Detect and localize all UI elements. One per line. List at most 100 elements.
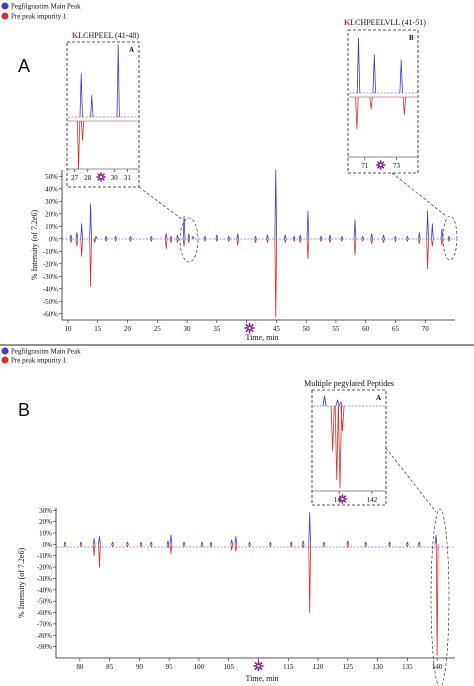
y-tick-label: 50% xyxy=(45,173,58,181)
main-peak xyxy=(248,541,251,545)
inset-a-b-title-k: K xyxy=(344,18,351,27)
chart-a-impurity-series xyxy=(69,238,451,318)
inset-a-b-title: KLCHPEELVLL (41-51) xyxy=(344,18,426,27)
chart-a-xlabel: Time, min xyxy=(245,333,278,342)
chart-b: 30% 20% 10% 0% -10% -20% -30% -40% -50% -60% -70% -… xyxy=(17,507,455,683)
impurity-peak xyxy=(164,238,168,250)
inset-a-a: KLCHPEEL (41-48) A 27 28 30 31 xyxy=(66,31,140,188)
impurity-peak xyxy=(203,238,207,242)
zoom-ellipse-c xyxy=(430,508,450,686)
y-tick-label: -40% xyxy=(37,586,52,594)
inset-main-peak xyxy=(372,54,377,94)
impurity-peak xyxy=(169,238,173,243)
impurity-peak xyxy=(234,544,238,552)
impurity-peak xyxy=(150,238,153,242)
main-peak xyxy=(129,235,132,239)
legend-a-main-swatch xyxy=(1,2,9,10)
inset-a-a-title-rest: LCHPEEL (41-48) xyxy=(78,31,139,40)
y-tick-label: -60% xyxy=(43,310,58,318)
impurity-peak xyxy=(230,544,233,551)
impurity-peak xyxy=(236,238,239,246)
impurity-peak xyxy=(80,238,83,257)
main-peak xyxy=(340,235,344,239)
chart-a-yticks: 50% 40% 30% 20% 10% 0% -10% -20% -30% -40% -50% -60… xyxy=(43,173,62,318)
main-peak xyxy=(353,219,357,239)
main-peak xyxy=(182,541,186,545)
main-peak xyxy=(126,541,129,545)
inset-a-a-label: A xyxy=(129,46,134,54)
impurity-peak xyxy=(182,238,186,247)
impurity-peak xyxy=(361,238,364,242)
impurity-peak xyxy=(308,544,311,613)
main-peak xyxy=(230,539,233,545)
marker-asterisk-center xyxy=(257,664,260,668)
impurity-peak xyxy=(306,238,310,260)
impurity-peak xyxy=(215,238,219,242)
main-peak xyxy=(200,541,204,545)
main-peak xyxy=(308,512,311,545)
main-peak xyxy=(319,235,323,239)
chart-b-ylabel: % Intensity (of 7.2e6) xyxy=(17,548,26,619)
main-peak xyxy=(139,541,143,545)
main-peak xyxy=(176,234,179,239)
y-tick-label: -90% xyxy=(37,643,52,651)
chart-b-yticks: 30% 20% 10% 0% -10% -20% -30% -40% -50% -60% -70% -… xyxy=(37,507,56,651)
inset-x-tick-label: 27 xyxy=(71,174,79,182)
y-tick-label: -50% xyxy=(43,298,58,306)
main-peak xyxy=(227,235,231,239)
inset-impurity-peak xyxy=(340,405,345,431)
inset-a-a-series xyxy=(76,44,120,170)
marker-asterisk-center xyxy=(248,326,251,330)
main-peak xyxy=(182,215,186,239)
impurity-peak xyxy=(319,238,323,242)
impurity-peak xyxy=(388,544,391,548)
zoom-connector-b xyxy=(391,172,447,217)
main-peak xyxy=(169,235,173,239)
x-tick-label: 15 xyxy=(94,325,102,333)
main-peak xyxy=(215,234,219,239)
legend-a: Pegfilgrastim Main Peak Pre peak impurit… xyxy=(1,2,81,21)
chart-b-marker-asterisk xyxy=(253,660,264,672)
main-peak xyxy=(266,234,269,239)
x-tick-label: 70 xyxy=(422,325,430,333)
chart-b-impurity-series xyxy=(63,544,439,657)
x-tick-label: 105 xyxy=(223,663,234,671)
inset-x-tick-label: 142 xyxy=(367,496,378,504)
main-peak xyxy=(431,223,434,239)
main-peak xyxy=(322,541,326,545)
x-tick-label: 135 xyxy=(402,663,413,671)
impurity-peak xyxy=(166,544,170,549)
main-peak xyxy=(150,541,153,545)
impurity-peak xyxy=(187,238,191,243)
main-peak xyxy=(274,169,278,239)
legend-b-impurity-swatch xyxy=(1,356,9,364)
legend-b-main-label: Pegfilgrastim Main Peak xyxy=(11,348,81,356)
x-tick-label: 140 xyxy=(432,663,443,671)
impurity-peak xyxy=(79,544,83,548)
impurity-peak xyxy=(129,238,132,242)
x-tick-label: 60 xyxy=(362,325,370,333)
zoom-ellipse-a xyxy=(179,217,199,263)
inset-main-peak xyxy=(79,73,83,118)
y-tick-label: -10% xyxy=(43,248,58,256)
x-tick-label: 100 xyxy=(194,663,205,671)
main-peak xyxy=(361,235,364,239)
chart-b-xlabel: Time, min xyxy=(245,674,278,683)
main-peak xyxy=(79,541,83,545)
impurity-peak xyxy=(150,544,153,548)
main-peak xyxy=(191,235,195,239)
inset-a-b-title-rest: LCHPEELVLL (41-51) xyxy=(350,18,426,27)
y-tick-label: 10% xyxy=(45,223,58,231)
y-tick-label: 30% xyxy=(45,198,58,206)
inset-b-a-marker-asterisk xyxy=(337,494,348,504)
inset-marker-asterisk-center xyxy=(99,175,103,179)
x-tick-label: 35 xyxy=(213,325,221,333)
impurity-peak xyxy=(364,544,367,548)
inset-a-a-title: KLCHPEEL (41-48) xyxy=(72,31,139,40)
main-peak xyxy=(75,232,79,239)
chart-a: 50% 40% 30% 20% 10% 0% -10% -20% -30% -40% -50% -60… xyxy=(30,169,455,342)
impurity-peak xyxy=(284,238,287,243)
inset-impurity-peak xyxy=(76,120,81,170)
inset-x-tick-label: 30 xyxy=(111,174,119,182)
main-peak xyxy=(104,235,108,239)
